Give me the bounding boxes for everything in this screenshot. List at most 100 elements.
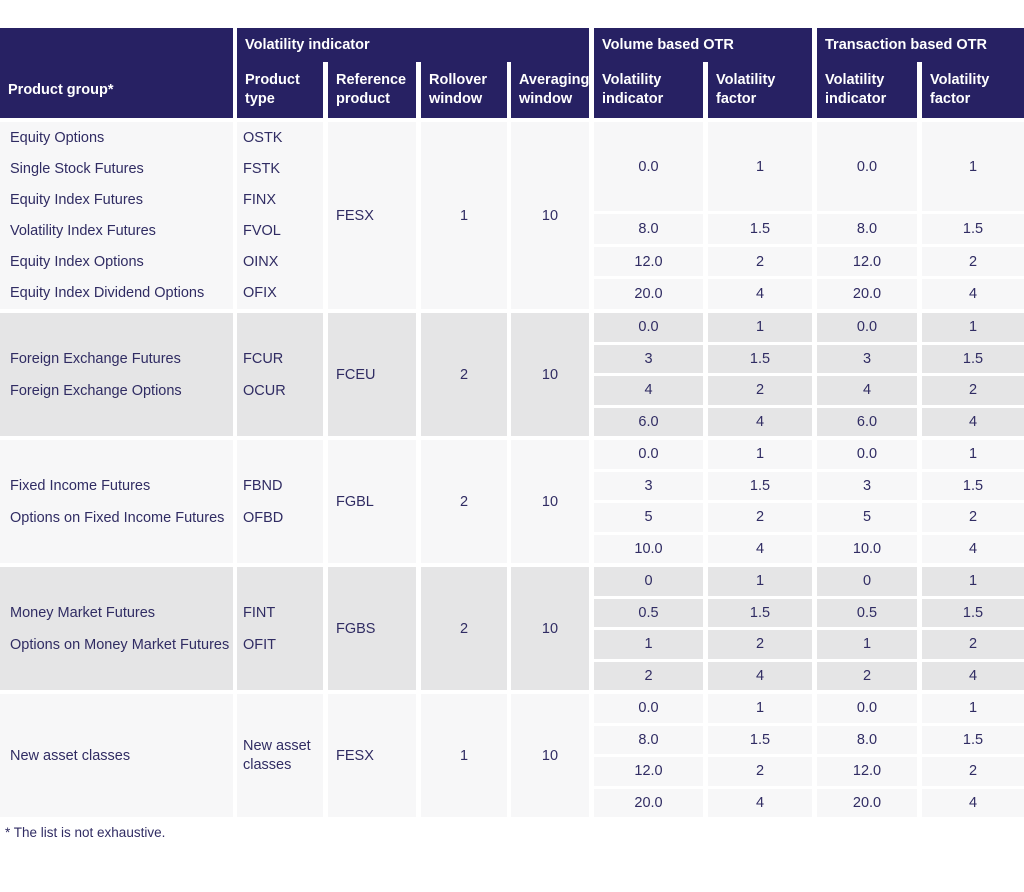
header-group-label: Volume based OTR [594, 28, 812, 62]
otr-value-cell: 5 [594, 503, 703, 532]
product-group-column: Money Market Futures Options on Money Ma… [0, 567, 233, 690]
header-subcolumns: Volatility indicator Volatility factor [594, 62, 812, 118]
volume-volatility-factor-column: 1 1.5 2 4 [708, 567, 812, 690]
product-type-cell: OFBD [243, 509, 284, 526]
otr-value-cell: 4 [594, 376, 703, 405]
table-header: Product group* Volatility indicator Prod… [0, 28, 1024, 118]
otr-value-cell: 0.0 [817, 313, 917, 342]
otr-value-cell: 2 [922, 376, 1024, 405]
header-product-group-label: Product group* [8, 82, 114, 98]
otr-value-cell: 2 [922, 757, 1024, 786]
header-subcolumns: Volatility indicator Volatility factor [817, 62, 1024, 118]
volume-volatility-indicator-column: 0.0 8.0 12.0 20.0 [594, 122, 703, 310]
product-group-cell: Equity Index Options [10, 254, 144, 271]
transaction-volatility-indicator-column: 0.0 3 4 6.0 [817, 313, 917, 436]
otr-value-cell: 2 [817, 661, 917, 690]
transaction-volatility-indicator-column: 0.0 3 5 10.0 [817, 440, 917, 563]
reference-product-cell: FESX [328, 694, 416, 817]
otr-value-cell: 1 [708, 313, 812, 342]
otr-value-cell: 0.0 [817, 122, 917, 211]
product-type-cell: OCUR [243, 382, 286, 399]
product-group-cell: Equity Options [10, 129, 105, 146]
otr-value-cell: 8.0 [817, 725, 917, 754]
otr-value-cell: 10.0 [817, 534, 917, 563]
otr-value-cell: 1.5 [708, 344, 812, 373]
otr-value-cell: 12.0 [817, 757, 917, 786]
header-cell-product-group: Product group* [0, 28, 233, 118]
product-type-cell: FCUR [243, 350, 284, 367]
otr-value-cell: 0.0 [594, 122, 703, 211]
product-type-cell: FBND [243, 477, 283, 494]
otr-value-cell: 1.5 [708, 471, 812, 500]
otr-value-cell: 0.0 [817, 694, 917, 723]
otr-value-cell: 2 [922, 246, 1024, 277]
rollover-window-cell: 2 [421, 440, 507, 563]
reference-product-cell: FESX [328, 122, 416, 309]
otr-value-cell: 2 [708, 757, 812, 786]
averaging-window-cell: 10 [511, 694, 589, 817]
otr-value-cell: 1.5 [922, 598, 1024, 627]
otr-value-cell: 3 [594, 344, 703, 373]
table-section-foreign-exchange: Foreign Exchange Futures Foreign Exchang… [0, 313, 1024, 436]
header-col-rollover-window: Rollover window [421, 62, 507, 118]
transaction-volatility-factor-column: 1 1.5 2 4 [922, 122, 1024, 310]
header-group-label: Volatility indicator [237, 28, 589, 62]
product-group-cell: Options on Money Market Futures [10, 636, 230, 653]
otr-value-cell: 2 [708, 376, 812, 405]
product-group-column: Equity Options Single Stock Futures Equi… [0, 122, 233, 309]
otr-value-cell: 0 [594, 567, 703, 596]
otr-value-cell: 3 [594, 471, 703, 500]
otr-value-cell: 3 [817, 344, 917, 373]
averaging-window-cell: 10 [511, 440, 589, 563]
otr-value-cell: 1 [708, 440, 812, 469]
product-type-column: FINT OFIT [237, 567, 323, 690]
otr-value-cell: 8.0 [594, 214, 703, 244]
otr-value-cell: 1.5 [708, 598, 812, 627]
otr-value-cell: 0 [817, 567, 917, 596]
product-group-column: Fixed Income Futures Options on Fixed In… [0, 440, 233, 563]
otr-value-cell: 2 [922, 630, 1024, 659]
table-section-equity: Equity Options Single Stock Futures Equi… [0, 122, 1024, 310]
product-group-cell: Equity Index Dividend Options [10, 285, 205, 302]
otr-value-cell: 0.0 [594, 694, 703, 723]
otr-value-cell: 20.0 [817, 279, 917, 310]
otr-value-cell: 2 [708, 246, 812, 277]
otr-value-cell: 1 [708, 694, 812, 723]
product-type-cell: OSTK [243, 129, 283, 146]
header-col-averaging-window: Averaging window [511, 62, 589, 118]
product-type-cell: OINX [243, 254, 279, 271]
header-col-transaction-volatility-factor: Volatility factor [922, 62, 1024, 118]
otr-value-cell: 4 [708, 279, 812, 310]
otr-value-cell: 5 [817, 503, 917, 532]
header-col-volume-volatility-indicator: Volatility indicator [594, 62, 703, 118]
product-type-column: New asset classes [237, 694, 323, 817]
reference-product-cell: FGBL [328, 440, 416, 563]
otr-value-cell: 0.0 [594, 440, 703, 469]
header-col-reference-product: Reference product [328, 62, 416, 118]
otr-value-cell: 4 [922, 279, 1024, 310]
volume-volatility-indicator-column: 0.0 3 4 6.0 [594, 313, 703, 436]
otr-value-cell: 1.5 [922, 725, 1024, 754]
volume-volatility-factor-column: 1 1.5 2 4 [708, 122, 812, 310]
otr-value-cell: 2 [708, 503, 812, 532]
header-col-product-type: Product type [237, 62, 323, 118]
product-type-cell: FINT [243, 604, 276, 621]
transaction-volatility-indicator-column: 0.0 8.0 12.0 20.0 [817, 122, 917, 310]
averaging-window-cell: 10 [511, 122, 589, 309]
product-group-column: New asset classes [0, 694, 233, 817]
otr-value-cell: 10.0 [594, 534, 703, 563]
otr-value-cell: 1.5 [708, 725, 812, 754]
otr-value-cell: 8.0 [817, 214, 917, 244]
product-group-cell: Money Market Futures [10, 604, 156, 621]
otr-value-cell: 1.5 [922, 214, 1024, 244]
product-group-cell: Equity Index Futures [10, 191, 143, 208]
otr-value-cell: 2 [708, 630, 812, 659]
product-type-cell: FVOL [243, 223, 281, 240]
header-group-volatility-indicator: Volatility indicator Product type Refere… [237, 28, 589, 118]
otr-value-cell: 12.0 [817, 246, 917, 277]
otr-value-cell: 2 [922, 503, 1024, 532]
transaction-volatility-indicator-column: 0.0 8.0 12.0 20.0 [817, 694, 917, 817]
product-group-cell: Foreign Exchange Options [10, 382, 182, 399]
otr-value-cell: 12.0 [594, 246, 703, 277]
product-group-cell: Foreign Exchange Futures [10, 350, 181, 367]
